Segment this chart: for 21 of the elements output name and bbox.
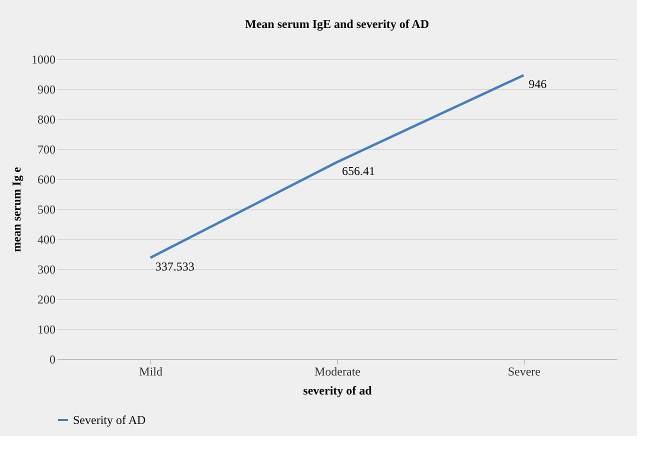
y-tick-label: 300 (38, 262, 56, 276)
data-label: 337.533 (155, 260, 194, 274)
chart-title: Mean serum IgE and severity of AD (245, 17, 430, 31)
data-label: 656.41 (342, 164, 375, 178)
x-tick-label: Mild (139, 364, 163, 378)
y-tick-label: 200 (38, 292, 56, 306)
y-axis-title: mean serum Ig e (10, 166, 24, 252)
y-tick-label: 800 (38, 112, 56, 126)
x-tick-label: Severe (508, 364, 540, 378)
y-tick-label: 400 (38, 232, 56, 246)
x-axis-title: severity of ad (303, 384, 372, 398)
y-tick-label: 0 (50, 352, 56, 366)
y-tick-label: 500 (38, 202, 56, 216)
y-tick-label: 900 (38, 82, 56, 96)
y-tick-label: 700 (38, 142, 56, 156)
x-tick-label: Moderate (314, 364, 360, 378)
y-tick-label: 1000 (32, 52, 56, 66)
y-tick-label: 100 (38, 322, 56, 336)
data-label: 946 (528, 77, 547, 92)
y-tick-label: 600 (38, 172, 56, 186)
legend-label: Severity of AD (73, 413, 146, 427)
